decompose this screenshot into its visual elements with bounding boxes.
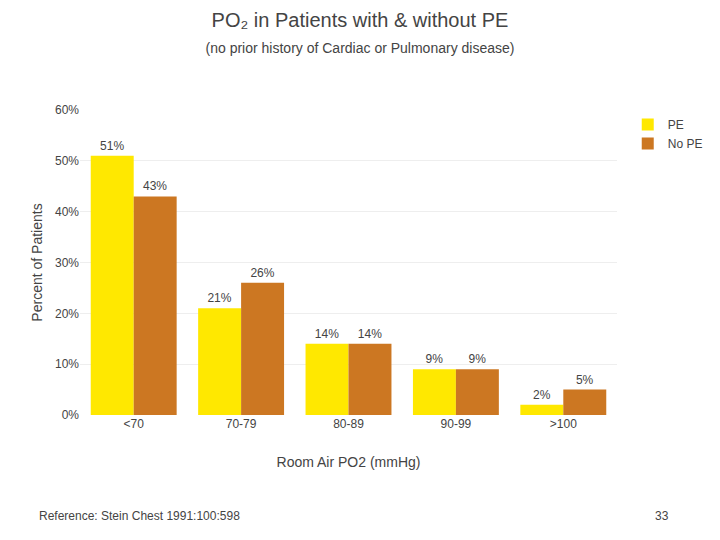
svg-text:90-99: 90-99	[441, 417, 472, 431]
svg-text:5%: 5%	[576, 373, 594, 387]
svg-text:20%: 20%	[55, 307, 79, 321]
svg-text:60%: 60%	[55, 103, 79, 117]
svg-text:PE: PE	[668, 118, 684, 132]
svg-text:2%: 2%	[533, 388, 551, 402]
svg-text:No PE: No PE	[668, 137, 703, 151]
svg-text:0%: 0%	[62, 408, 80, 422]
svg-text:9%: 9%	[469, 352, 487, 366]
svg-text:Percent of Patients: Percent of Patients	[29, 203, 45, 321]
svg-text:9%: 9%	[426, 352, 444, 366]
svg-text:43%: 43%	[143, 179, 167, 193]
svg-text:Reference: Stein Chest 1991:10: Reference: Stein Chest 1991:100:598	[39, 509, 240, 523]
svg-text:51%: 51%	[100, 139, 124, 153]
svg-text:21%: 21%	[207, 291, 231, 305]
svg-text:Room Air PO2 (mmHg): Room Air PO2 (mmHg)	[277, 454, 421, 470]
svg-text:14%: 14%	[315, 327, 339, 341]
svg-text:10%: 10%	[55, 357, 79, 371]
svg-text:<70: <70	[124, 417, 145, 431]
svg-text:30%: 30%	[55, 256, 79, 270]
svg-text:PO₂ in Patients with & without: PO₂ in Patients with & without PE(no pri…	[206, 9, 515, 56]
svg-text:14%: 14%	[358, 327, 382, 341]
svg-text:80-89: 80-89	[333, 417, 364, 431]
svg-text:40%: 40%	[55, 205, 79, 219]
svg-text:26%: 26%	[250, 266, 274, 280]
svg-text:70-79: 70-79	[226, 417, 257, 431]
svg-text:50%: 50%	[55, 154, 79, 168]
svg-text:33: 33	[655, 509, 669, 523]
svg-text:>100: >100	[550, 417, 577, 431]
